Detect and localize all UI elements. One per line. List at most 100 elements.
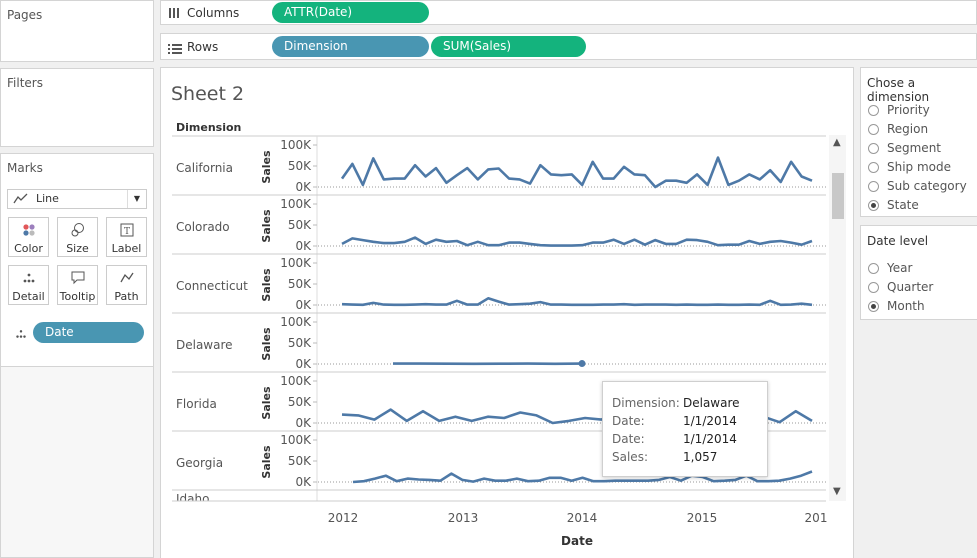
dimension-option-ship-mode[interactable]: Ship mode [868, 159, 951, 175]
sheet-title: Sheet 2 [171, 83, 245, 105]
size-button[interactable]: Size [57, 217, 98, 257]
mark-type-select[interactable]: Line ▼ [7, 189, 147, 209]
rows-shelf[interactable]: Rows Dimension SUM(Sales) [160, 33, 977, 60]
radio-label: Ship mode [887, 160, 952, 174]
mark-type-value: Line [36, 192, 59, 205]
label-label: Label [111, 242, 142, 255]
color-button[interactable]: Color [8, 217, 49, 257]
dimension-option-segment[interactable]: Segment [868, 140, 941, 156]
y-tick-label: 50K [288, 218, 312, 232]
tooltip-key-dimension: Dimension: [612, 396, 680, 410]
pages-title: Pages [7, 8, 43, 22]
row-header-label: Georgia [176, 456, 223, 470]
columns-shelf[interactable]: Columns ATTR(Date) [160, 0, 977, 25]
dimension-header: Dimension [176, 121, 241, 134]
row-header-label: Delaware [176, 338, 233, 352]
detail-button[interactable]: Detail [8, 265, 49, 305]
date-level-option-quarter[interactable]: Quarter [868, 279, 933, 295]
tooltip-key-date-2: Date: [612, 432, 645, 446]
columns-icon [168, 5, 180, 24]
series-line-georgia [352, 470, 813, 484]
y-tick-label: 100K [280, 433, 312, 447]
scroll-thumb[interactable] [832, 173, 844, 219]
detail-label: Detail [12, 290, 45, 303]
tooltip-button[interactable]: Tooltip [57, 265, 98, 305]
x-axis-title: Date [561, 534, 593, 548]
radio-icon[interactable] [868, 181, 879, 192]
radio-label: Sub category [887, 179, 967, 193]
x-tick-label: 201 [805, 511, 828, 525]
radio-label: Quarter [887, 280, 934, 294]
path-label: Path [114, 290, 139, 303]
series-line-connecticut [341, 296, 813, 307]
left-empty-area [0, 367, 154, 558]
pages-panel: Pages [0, 0, 154, 62]
radio-icon[interactable] [868, 200, 879, 211]
dimension-option-state[interactable]: State [868, 197, 919, 213]
columns-label: Columns [187, 6, 240, 20]
radio-icon[interactable] [868, 263, 879, 274]
radio-label: State [887, 198, 919, 212]
color-icon [9, 222, 48, 242]
y-tick-label: 50K [288, 277, 312, 291]
radio-label: Segment [887, 141, 941, 155]
y-tick-label: 100K [280, 138, 312, 152]
series-line-colorado [341, 236, 813, 247]
x-tick-label: 2013 [448, 511, 479, 525]
attr-date-pill[interactable]: ATTR(Date) [272, 2, 429, 23]
color-label: Color [14, 242, 43, 255]
date-level-option-month[interactable]: Month [868, 298, 925, 314]
y-axis-title: Sales [260, 386, 273, 420]
vertical-scrollbar[interactable]: ▲ ▼ [829, 135, 846, 501]
y-axis-title: Sales [260, 268, 273, 302]
dimension-option-priority[interactable]: Priority [868, 102, 930, 118]
date-level-option-year[interactable]: Year [868, 260, 912, 276]
date-level-title: Date level [867, 234, 929, 248]
radio-icon[interactable] [868, 301, 879, 312]
radio-icon[interactable] [868, 282, 879, 293]
date-level-parameter-panel: Date level Year Quarter Month [860, 225, 977, 320]
x-tick-label: 2012 [328, 511, 359, 525]
date-detail-pill[interactable]: Date [33, 322, 144, 343]
dimension-option-region[interactable]: Region [868, 121, 928, 137]
y-tick-label: 100K [280, 315, 312, 329]
rows-label: Rows [187, 40, 219, 54]
x-tick-label: 2015 [687, 511, 718, 525]
scroll-down-icon[interactable]: ▼ [833, 486, 841, 497]
svg-text:T: T [123, 227, 129, 237]
label-button[interactable]: T Label [106, 217, 147, 257]
dimension-option-sub-category[interactable]: Sub category [868, 178, 967, 194]
tooltip-value-dimension: Delaware [683, 396, 740, 410]
tooltip-key-sales: Sales: [612, 450, 648, 464]
y-tick-label: 50K [288, 336, 312, 350]
radio-label: Month [887, 299, 925, 313]
y-tick-label: 100K [280, 256, 312, 270]
y-tick-label: 0K [295, 239, 312, 253]
radio-icon[interactable] [868, 105, 879, 116]
y-tick-label: 100K [280, 197, 312, 211]
radio-label: Region [887, 122, 929, 136]
radio-icon[interactable] [868, 143, 879, 154]
y-tick-label: 0K [295, 416, 312, 430]
y-tick-label: 100K [280, 374, 312, 388]
filters-panel[interactable]: Filters [0, 68, 154, 147]
scroll-up-icon[interactable]: ▲ [833, 137, 841, 148]
marks-title: Marks [7, 161, 43, 175]
y-tick-label: 0K [295, 357, 312, 371]
sum-sales-pill[interactable]: SUM(Sales) [431, 36, 586, 57]
y-tick-label: 0K [295, 475, 312, 489]
label-icon: T [107, 222, 146, 242]
row-header-label: Florida [176, 397, 217, 411]
tooltip-key-date: Date: [612, 414, 645, 428]
size-label: Size [66, 242, 89, 255]
y-tick-label: 50K [288, 395, 312, 409]
radio-icon[interactable] [868, 162, 879, 173]
dimension-pill[interactable]: Dimension [272, 36, 429, 57]
path-button[interactable]: Path [106, 265, 147, 305]
highlighted-mark [578, 360, 586, 368]
tooltip-value-date: 1/1/2014 [683, 414, 737, 428]
radio-icon[interactable] [868, 124, 879, 135]
row-header-label: Colorado [176, 220, 230, 234]
y-axis-title: Sales [260, 327, 273, 361]
